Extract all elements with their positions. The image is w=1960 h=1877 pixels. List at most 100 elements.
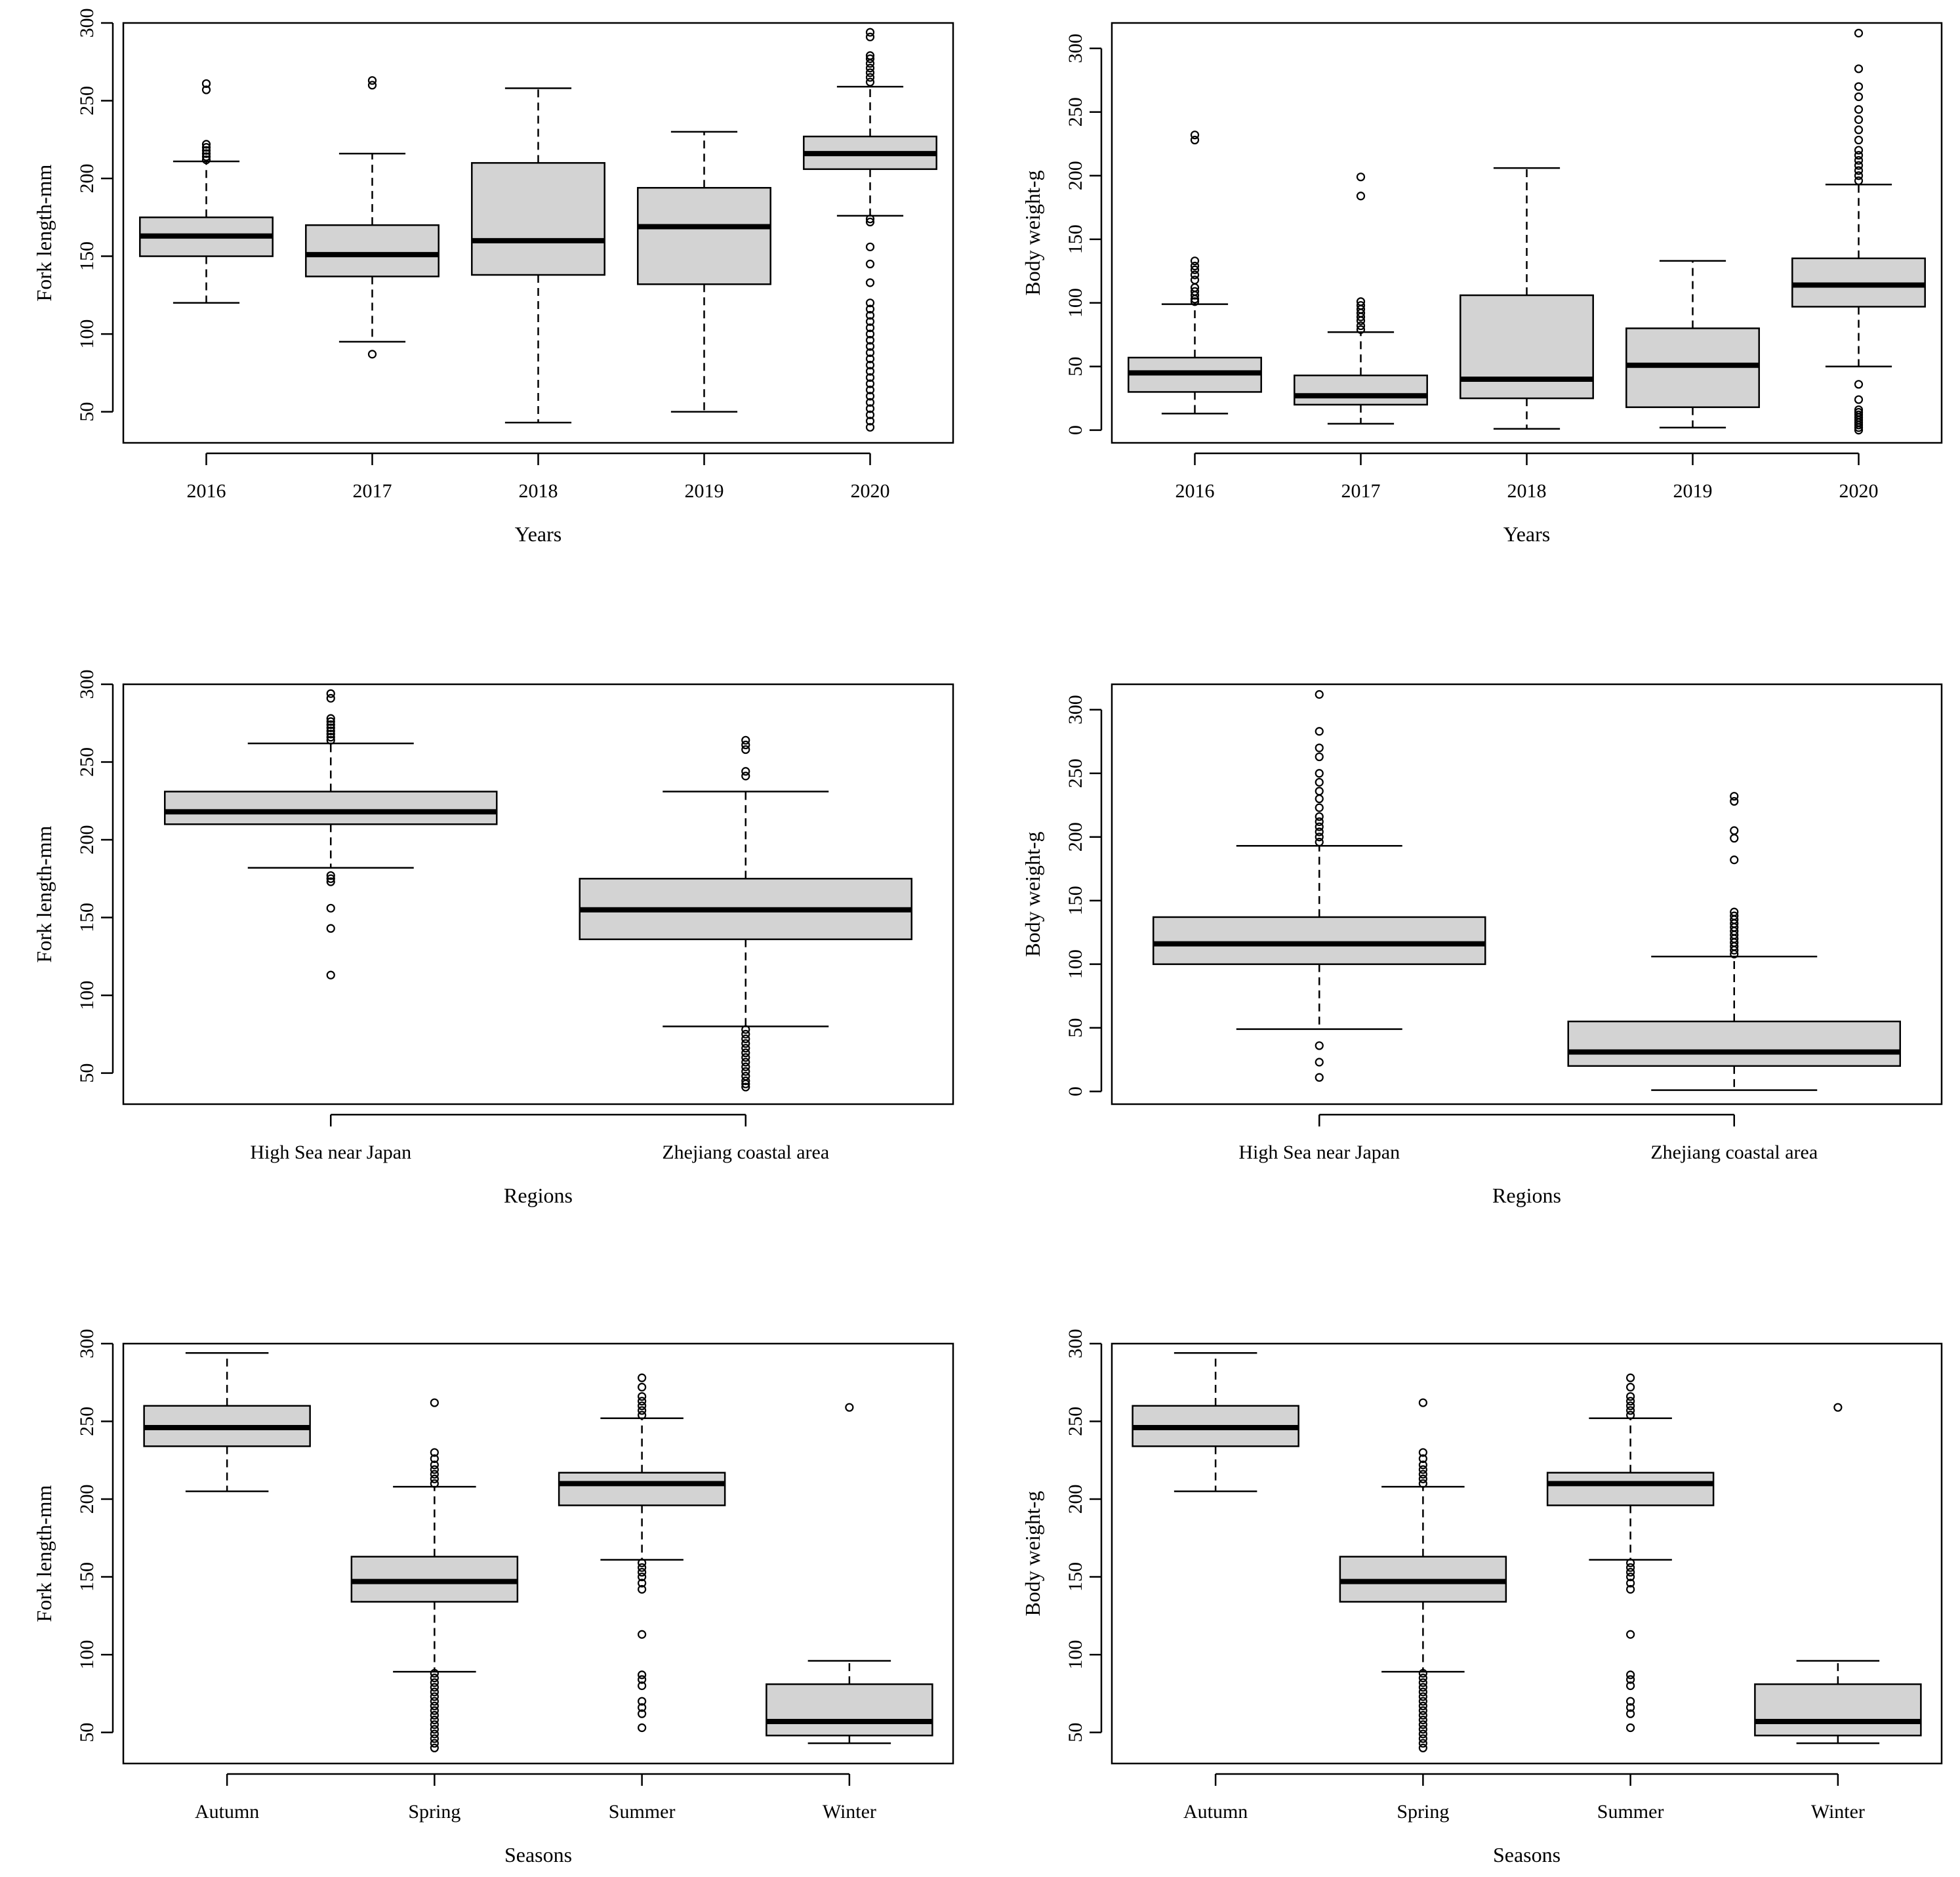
y-tick-label: 250: [1065, 97, 1086, 127]
outlier-point: [1418, 1739, 1427, 1748]
outlier-point: [1356, 297, 1366, 306]
outlier-point: [430, 1470, 439, 1479]
outlier-point: [865, 32, 875, 41]
outlier-point: [1315, 822, 1324, 831]
outlier-point: [1730, 911, 1739, 920]
outlier-point: [1626, 1563, 1635, 1572]
outlier-point: [1626, 1401, 1635, 1411]
outlier-point: [741, 1076, 750, 1086]
outlier-point: [1854, 407, 1864, 417]
y-axis-label: Fork length-mm: [32, 825, 56, 962]
outlier-point: [741, 740, 750, 750]
outlier-point: [638, 1406, 647, 1415]
plot-frame: [122, 1342, 954, 1765]
outlier-point: [638, 1630, 647, 1639]
x-tick-label: Autumn: [1183, 1801, 1248, 1823]
outlier-point: [1626, 1723, 1635, 1733]
outlier-point: [1356, 173, 1366, 182]
outlier-point: [865, 335, 875, 345]
outlier-point: [326, 693, 335, 703]
outlier-point: [638, 1572, 647, 1582]
box-2019: [637, 131, 771, 413]
outlier-point: [326, 730, 335, 739]
outlier-point: [1315, 743, 1324, 753]
iqr-box: [1153, 916, 1486, 965]
y-tick-label: 250: [1065, 758, 1086, 788]
x-axis-label: Years: [515, 522, 561, 546]
outlier-point: [741, 1058, 750, 1067]
y-tick-label: 50: [76, 402, 98, 422]
outlier-point: [638, 1584, 647, 1594]
outlier-point: [741, 1044, 750, 1053]
outlier-point: [430, 1668, 439, 1678]
outlier-point: [865, 299, 875, 308]
outlier-point: [326, 726, 335, 735]
outlier-point: [741, 772, 750, 781]
y-tick-label: 150: [1065, 886, 1086, 915]
outlier-point: [1854, 64, 1864, 73]
x-tick-label: 2020: [851, 480, 890, 502]
box-Spring: [1339, 1398, 1507, 1752]
outlier-point: [638, 1670, 647, 1680]
outlier-point: [367, 76, 377, 85]
outlier-point: [638, 1723, 647, 1733]
outlier-point: [1315, 752, 1324, 762]
y-tick-label: 200: [76, 164, 98, 194]
outlier-point: [430, 1734, 439, 1743]
y-axis-label: Fork length-mm: [32, 164, 56, 301]
iqr-box: [1567, 1020, 1901, 1067]
y-tick-label: 50: [76, 1063, 98, 1083]
outlier-point: [1854, 151, 1864, 160]
outlier-point: [741, 1083, 750, 1092]
box-High Sea near Japan: [164, 689, 498, 980]
outlier-point: [1190, 261, 1200, 271]
outlier-point: [1626, 1630, 1635, 1639]
outlier-point: [430, 1460, 439, 1470]
outlier-point: [1854, 135, 1864, 145]
x-tick-label: 2017: [353, 480, 392, 502]
outlier-point: [430, 1697, 439, 1706]
x-tick-label: Summer: [1597, 1801, 1664, 1823]
outlier-point: [1626, 1382, 1635, 1392]
outlier-point: [430, 1398, 439, 1407]
outlier-point: [638, 1397, 647, 1406]
chart-panel-3: 50 100 150 200 250 300 Fork length-mm High Sea …: [32, 670, 954, 1207]
outlier-point: [1854, 395, 1864, 404]
x-tick-label: Winter: [1811, 1801, 1865, 1823]
box-High Sea near Japan: [1153, 690, 1486, 1082]
outlier-point: [1854, 171, 1864, 180]
outlier-point: [1190, 135, 1200, 145]
outlier-point: [326, 723, 335, 732]
y-tick-label: 300: [1065, 1329, 1086, 1359]
outlier-point: [1315, 777, 1324, 787]
outlier-point: [741, 1053, 750, 1062]
outlier-point: [1356, 321, 1366, 331]
y-tick-label: 250: [76, 747, 98, 777]
x-tick-label: 2016: [187, 480, 226, 502]
outlier-point: [430, 1674, 439, 1683]
outlier-point: [1730, 856, 1739, 865]
iqr-box: [164, 791, 498, 825]
y-tick-label: 50: [1065, 357, 1086, 377]
box-2017: [305, 76, 439, 359]
x-tick-label: Autumn: [195, 1801, 259, 1823]
outlier-point: [201, 146, 211, 155]
outlier-point: [865, 367, 875, 376]
plot-frame: [1111, 1342, 1943, 1765]
outlier-point: [865, 68, 875, 77]
outlier-point: [865, 398, 875, 407]
outlier-point: [201, 143, 211, 152]
outlier-point: [430, 1474, 439, 1483]
outlier-point: [741, 1071, 750, 1081]
outlier-point: [865, 64, 875, 73]
outlier-point: [1190, 287, 1200, 296]
y-tick-label: 100: [1065, 1640, 1086, 1670]
outlier-point: [430, 1743, 439, 1752]
outlier-point: [1190, 276, 1200, 285]
outlier-point: [741, 1039, 750, 1048]
outlier-point: [865, 342, 875, 351]
outlier-point: [1854, 28, 1864, 38]
chart-panel-1: 50 100 150 200 250 300 Fork length-mm 2016 2017 2…: [32, 9, 954, 546]
y-tick-label: 50: [76, 1723, 98, 1743]
